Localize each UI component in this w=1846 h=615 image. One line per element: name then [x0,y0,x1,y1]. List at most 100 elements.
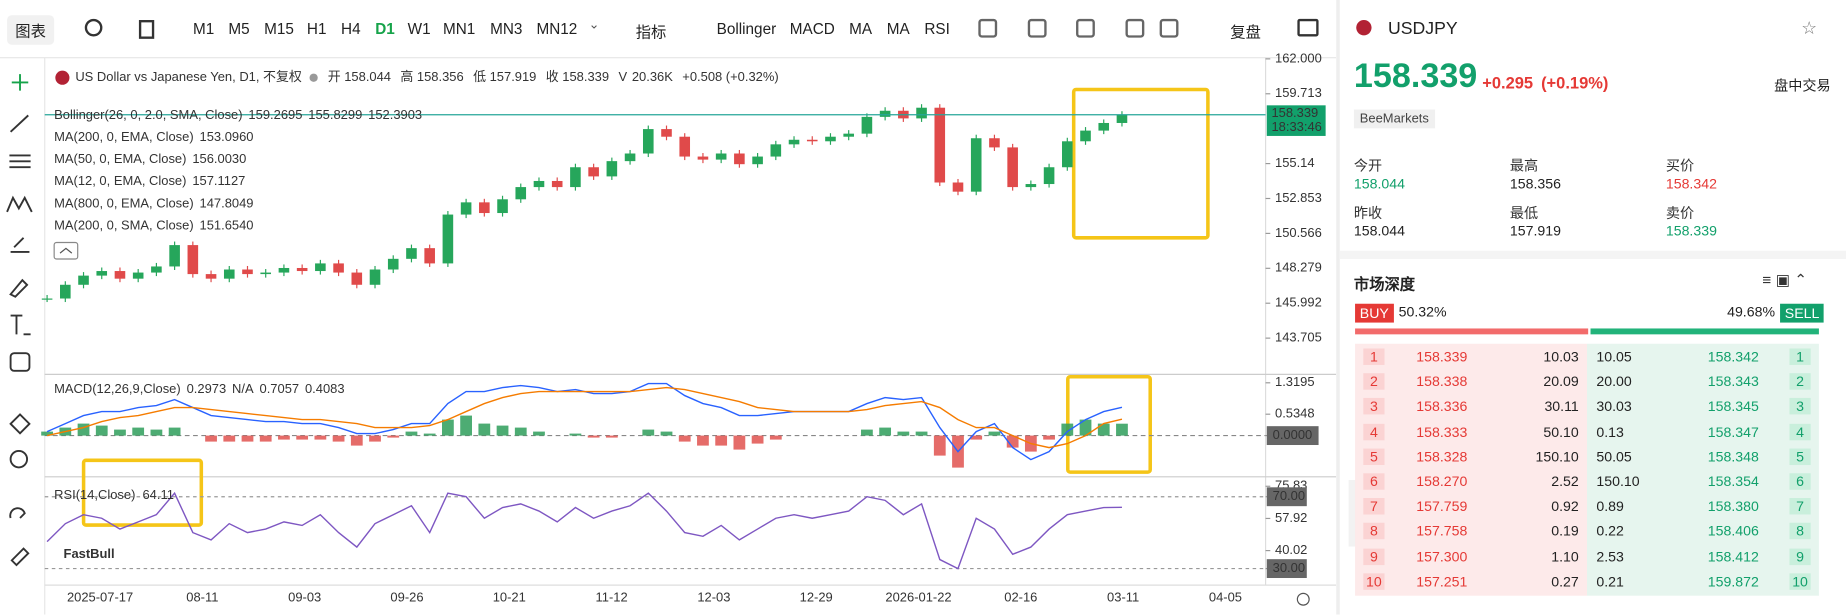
timeframe-button[interactable]: W1 [407,20,431,38]
ruler-tool[interactable] [9,413,31,435]
candle-body [406,248,417,259]
ask-volume: 0.13 [1596,423,1624,440]
toolbar-icon[interactable] [1027,18,1047,38]
candle-body [715,153,727,160]
x-axis-label: 10-21 [493,589,526,604]
timeframe-button[interactable]: D1 [375,20,395,38]
ask-index: 10 [1789,573,1811,590]
candle-body [861,116,873,134]
favorite-icon[interactable]: ☆ [1801,18,1818,39]
toolbar-icon[interactable] [978,18,998,38]
macd-histogram-bar [897,431,910,436]
timeframe-button[interactable]: MN1 [442,20,476,38]
chart-menu[interactable]: 图表 [7,15,55,45]
replay-button[interactable]: 复盘 [1230,23,1261,42]
countdown-label: 18:33:46 [1271,119,1321,134]
projection-tool[interactable] [10,237,30,253]
search-icon[interactable] [84,18,103,37]
fib-tool[interactable] [9,154,31,169]
stat-value: 158.356 [1509,175,1561,192]
macd-readout: 0.7057 [260,381,300,396]
text-tool[interactable] [10,314,31,336]
timeframe-more[interactable]: ⌄ [588,17,600,32]
candle-body [770,144,782,157]
bid-index: 6 [1363,473,1385,490]
bid-price: 157.300 [1416,548,1468,565]
settings-icon[interactable] [1296,592,1310,606]
collapse-button[interactable] [53,241,79,260]
stat-label: 最高 [1509,157,1539,175]
timeframe-button[interactable]: MN12 [536,20,578,38]
depth-menu-icons[interactable]: ≡ ▣ ⌃ [1762,270,1808,289]
timeframe-button[interactable]: M5 [228,20,250,38]
candle-body [1025,184,1037,188]
stat-label: 今开 [1353,157,1383,175]
macd-readout: 0.4083 [305,381,345,396]
indicator-button[interactable]: MACD [789,20,835,38]
ask-volume: 30.03 [1596,398,1632,415]
candle-body [333,263,344,273]
x-axis-label: 11-12 [596,589,628,604]
indicators-menu[interactable]: 指标 [635,23,667,42]
overlay-label: MA(200, 0, SMA, Close) [54,217,193,232]
ask-price: 158.412 [1707,548,1759,565]
x-axis-label: 09-26 [390,589,423,604]
timeframe-button[interactable]: M15 [264,20,294,38]
zoom-tool[interactable] [9,449,29,469]
candle-body [879,110,891,117]
indicator-button[interactable]: MA [886,20,910,38]
toolbar-icon[interactable] [1159,18,1179,38]
indicator-button[interactable]: Bollinger [716,20,777,38]
line-tool[interactable] [9,114,29,133]
macd-histogram-bar [223,435,236,442]
sticker-tool[interactable] [9,352,31,372]
crosshair-tool[interactable] [11,74,29,91]
stat-value: 158.342 [1665,175,1717,192]
macd-histogram-bar [733,435,746,450]
brush-tool[interactable] [9,278,29,298]
toolbar-icon[interactable] [1076,18,1095,38]
overlay-value: 157.1127 [192,173,245,188]
bid-price: 157.759 [1416,498,1468,515]
macd-histogram-bar [114,429,126,436]
timeframe-button[interactable]: H4 [341,20,361,38]
lock-tool[interactable] [10,547,30,567]
drawing-tools[interactable] [6,74,33,567]
overlay-value: 155.8299 [308,107,362,122]
indicator-button[interactable]: RSI [924,20,950,38]
candle-body [570,167,581,188]
macd-histogram-bar [751,435,764,444]
stat-label: 卖价 [1665,204,1695,222]
macd-histogram-bar [259,435,272,442]
fullscreen-icon[interactable] [1297,18,1319,37]
macd-histogram-bar [241,435,254,442]
toolbar-icon[interactable] [1125,18,1145,38]
macd-histogram-bar [460,415,472,436]
candle-icon[interactable] [138,20,155,39]
pattern-tool[interactable] [6,195,33,213]
indicator-button[interactable]: MA [849,20,873,38]
candle-body [296,267,308,272]
macd-histogram-bar [77,423,90,436]
panel-change: +0.295 [1482,72,1534,92]
bid-price: 158.339 [1416,348,1468,365]
x-axis-label: 08-11 [186,589,218,604]
volume-label: V [619,69,628,84]
magnet-tool[interactable] [9,507,26,519]
timeframe-button[interactable]: MN3 [490,20,523,38]
macd-histogram-bar [915,431,928,436]
macd-histogram-bar [1043,435,1055,440]
candle-body [424,248,435,264]
sell-badge: SELL [1780,303,1825,323]
timeframe-button[interactable]: H1 [306,20,327,38]
bid-volume: 50.10 [1543,423,1579,440]
timeframe-button[interactable]: M1 [193,20,215,38]
x-axis-label: 2026-01-22 [885,589,951,604]
ask-index: 6 [1789,473,1811,490]
stat-value: 158.044 [1353,222,1405,239]
candle-body [41,298,53,300]
ask-price: 158.406 [1707,523,1759,540]
ask-price: 158.342 [1707,348,1759,365]
